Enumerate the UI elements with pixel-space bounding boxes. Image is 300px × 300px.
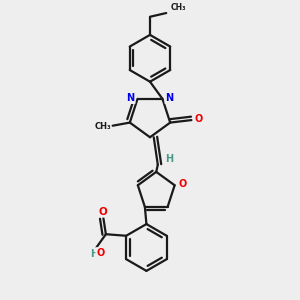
Text: N: N [165, 93, 173, 103]
Text: H: H [90, 249, 98, 259]
Text: O: O [98, 207, 107, 217]
Text: CH₃: CH₃ [94, 122, 111, 131]
Text: O: O [96, 248, 104, 258]
Text: H: H [166, 154, 174, 164]
Text: O: O [178, 179, 186, 189]
Text: N: N [127, 93, 135, 103]
Text: O: O [195, 115, 203, 124]
Text: CH₃: CH₃ [170, 3, 186, 12]
